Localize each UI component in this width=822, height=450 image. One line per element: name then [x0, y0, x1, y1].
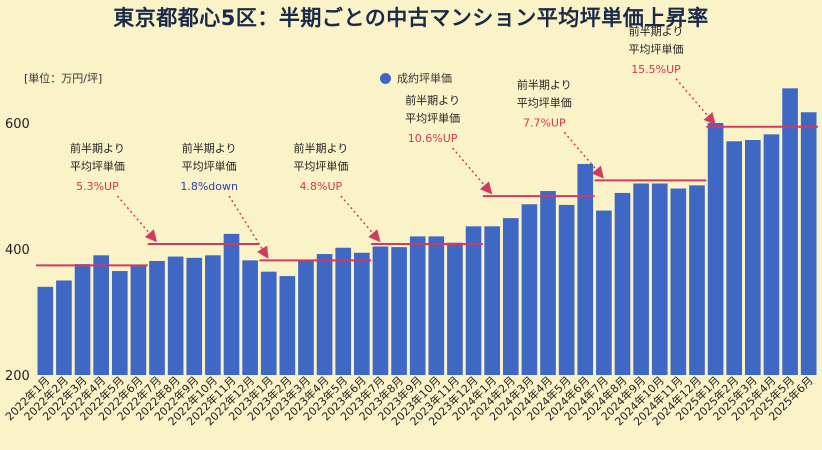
bar [521, 204, 538, 375]
bar [782, 88, 798, 375]
bar [409, 236, 426, 375]
legend-swatch [380, 72, 391, 84]
bar [335, 247, 352, 375]
bar [540, 191, 556, 375]
annotation-change: 4.8%UP [300, 180, 343, 193]
annotation-change: 1.8%down [180, 180, 238, 193]
bar [633, 183, 649, 375]
bar [316, 254, 333, 375]
legend-label: 成約坪単価 [397, 72, 452, 85]
annotation-line1: 前半期より [182, 141, 237, 155]
annotation-arrow [675, 78, 716, 126]
annotation-line2: 平均坪単価 [629, 42, 684, 56]
bar [800, 112, 817, 375]
bar [56, 280, 72, 375]
bar [558, 204, 575, 375]
annotation-arrow [228, 195, 269, 259]
annotation-change: 10.6%UP [408, 132, 458, 145]
annotation-line2: 平均坪単価 [70, 159, 125, 173]
annotation-line1: 前半期より [405, 93, 460, 107]
bar [689, 185, 705, 375]
y-tick-label: 400 [5, 243, 30, 258]
bar [260, 271, 277, 375]
annotation-change: 15.5%UP [631, 63, 681, 76]
annotation-arrow [452, 147, 493, 195]
bar [763, 134, 780, 375]
annotation-line1: 前半期より [629, 24, 684, 38]
bar [93, 255, 109, 375]
annotation-line2: 平均坪単価 [405, 111, 460, 125]
unit-label: [単位：万円/坪] [24, 72, 103, 85]
bar [502, 218, 519, 375]
bar [707, 123, 724, 375]
bar [205, 255, 221, 375]
bar [149, 260, 165, 375]
annotation-change: 7.7%UP [523, 116, 566, 129]
annotation-arrow [116, 195, 158, 243]
bar [298, 260, 314, 375]
bar [279, 276, 296, 375]
bar [354, 252, 370, 375]
bar [186, 257, 203, 375]
bar [484, 226, 500, 375]
annotation-line1: 前半期より [70, 141, 125, 155]
bar [391, 247, 407, 375]
bar [670, 188, 687, 375]
annotation-line2: 平均坪単価 [517, 95, 572, 109]
bar [74, 264, 91, 375]
bar [726, 141, 743, 375]
bar [223, 233, 240, 375]
bar [428, 236, 445, 375]
bar [130, 266, 147, 375]
bar [447, 242, 463, 375]
annotation-line1: 前半期より [293, 141, 348, 155]
annotation-change: 5.3%UP [76, 180, 119, 193]
chart-title: 東京都都心5区：半期ごとの中古マンション平均坪単価上昇率 [113, 6, 709, 30]
annotation-line1: 前半期より [517, 77, 572, 91]
bar [745, 140, 761, 375]
y-tick-label: 200 [5, 369, 30, 384]
annotation-line2: 平均坪単価 [182, 159, 237, 173]
bar [614, 192, 631, 375]
legend: 成約坪単価 [380, 70, 452, 86]
bar [465, 226, 482, 375]
bar [651, 183, 668, 375]
bar [596, 210, 612, 375]
y-tick-label: 600 [5, 117, 30, 132]
annotation-arrow [340, 195, 381, 243]
bar [111, 271, 128, 375]
bar [372, 246, 389, 375]
bar [242, 260, 258, 375]
annotation-line2: 平均坪単価 [293, 159, 348, 173]
bar [577, 163, 594, 375]
bar [37, 286, 54, 375]
bar [167, 256, 184, 375]
